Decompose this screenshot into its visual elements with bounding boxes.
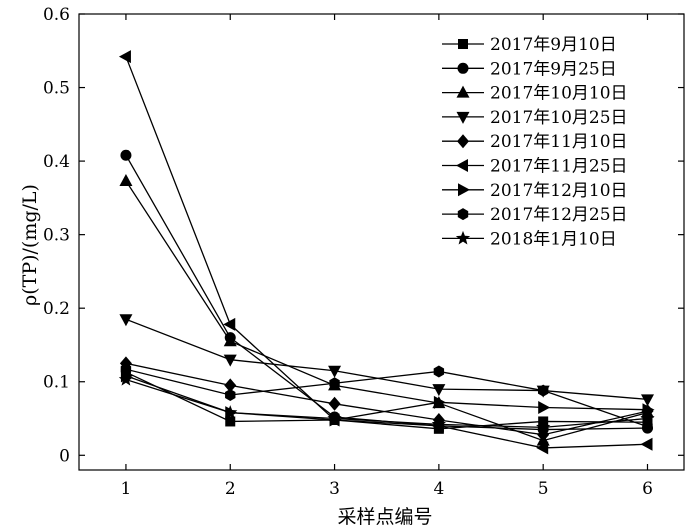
data-point bbox=[536, 419, 551, 434]
legend-marker bbox=[458, 183, 470, 197]
data-point bbox=[119, 173, 133, 186]
series-line bbox=[125, 371, 648, 430]
series-line bbox=[125, 318, 648, 401]
data-point bbox=[431, 416, 447, 431]
series-line bbox=[125, 375, 648, 421]
data-point bbox=[536, 441, 549, 455]
series-line bbox=[125, 56, 648, 449]
legend: 2017年9月10日 2017年9月25日 2017年10月10日 2017年10月2… bbox=[442, 35, 628, 249]
legend-entry: 2017年9月25日 bbox=[442, 59, 617, 79]
legend-entry: 2017年12月10日 bbox=[442, 181, 628, 201]
legend-entry: 2017年11月10日 bbox=[442, 132, 628, 152]
x-tick-label: 4 bbox=[433, 479, 444, 499]
legend-entry: 2017年10月25日 bbox=[442, 108, 628, 128]
data-point bbox=[118, 50, 131, 64]
legend-label: 2018年1月10日 bbox=[490, 229, 617, 249]
y-tick-label: 0 bbox=[59, 446, 70, 466]
series-group bbox=[118, 50, 655, 455]
data-point bbox=[118, 372, 134, 386]
series-line bbox=[125, 378, 648, 428]
data-point bbox=[640, 394, 654, 407]
data-point bbox=[223, 354, 237, 367]
legend-entry: 2017年12月25日 bbox=[442, 205, 628, 225]
series-line bbox=[125, 180, 648, 442]
legend-marker bbox=[457, 62, 469, 74]
y-axis-title: ρ(TP)/(mg/L) bbox=[19, 184, 41, 306]
x-tick-label: 3 bbox=[329, 479, 340, 499]
legend-label: 2017年12月10日 bbox=[490, 181, 628, 201]
legend-label: 2017年12月25日 bbox=[490, 205, 628, 225]
data-point bbox=[328, 396, 341, 411]
legend-label: 2017年10月10日 bbox=[490, 84, 628, 104]
x-tick-label: 2 bbox=[225, 479, 236, 499]
x-tick-label: 6 bbox=[642, 479, 653, 499]
legend-marker bbox=[455, 230, 471, 245]
data-point bbox=[642, 420, 653, 433]
data-point bbox=[224, 378, 237, 393]
y-tick-label: 0.6 bbox=[43, 5, 70, 25]
data-point bbox=[119, 314, 133, 327]
data-point bbox=[640, 411, 655, 425]
legend-label: 2017年11月10日 bbox=[490, 132, 628, 152]
legend-label: 2017年10月25日 bbox=[490, 108, 628, 128]
data-point bbox=[223, 334, 237, 347]
data-point bbox=[328, 365, 342, 378]
legend-label: 2017年9月10日 bbox=[490, 35, 617, 55]
data-point bbox=[642, 403, 655, 417]
data-point bbox=[433, 395, 446, 409]
x-axis-title: 采样点编号 bbox=[337, 506, 432, 528]
legend-label: 2017年11月25日 bbox=[490, 157, 628, 177]
data-point bbox=[120, 363, 132, 376]
y-tick-label: 0.5 bbox=[43, 79, 70, 99]
legend-marker bbox=[456, 85, 470, 98]
legend-label: 2017年9月25日 bbox=[490, 59, 617, 79]
y-tick-label: 0.4 bbox=[43, 152, 70, 172]
x-tick-label: 1 bbox=[121, 479, 132, 499]
axes: 1 2 3 4 5 6 0 0.1 0.2 0.3 0.4 0.5 0.6 bbox=[43, 5, 685, 499]
series-line bbox=[125, 368, 648, 428]
y-tick-label: 0.2 bbox=[43, 299, 70, 319]
legend-marker bbox=[457, 134, 469, 149]
plot-frame bbox=[78, 13, 685, 471]
legend-marker bbox=[456, 111, 470, 124]
legend-entry: 2017年11月25日 bbox=[442, 157, 628, 177]
y-tick-label: 0.1 bbox=[43, 373, 70, 393]
series-line bbox=[125, 362, 648, 436]
legend-entry: 2017年10月10日 bbox=[442, 84, 628, 104]
data-point bbox=[225, 416, 236, 427]
data-point bbox=[327, 411, 342, 425]
series-9 bbox=[118, 372, 655, 434]
series-7 bbox=[120, 369, 655, 427]
data-point bbox=[329, 377, 340, 390]
data-point bbox=[537, 384, 549, 397]
data-point bbox=[433, 365, 445, 378]
y-tick-label: 0.3 bbox=[43, 226, 70, 246]
series-4 bbox=[119, 314, 654, 407]
data-point bbox=[120, 149, 132, 161]
data-point bbox=[432, 384, 446, 397]
x-tick-label: 5 bbox=[538, 479, 549, 499]
data-point bbox=[640, 437, 653, 451]
legend-marker bbox=[456, 159, 468, 172]
legend-entry: 2018年1月10日 bbox=[442, 229, 617, 249]
data-point bbox=[223, 317, 236, 331]
legend-entry: 2017年9月10日 bbox=[442, 35, 617, 55]
data-point bbox=[223, 405, 238, 419]
legend-marker bbox=[457, 208, 469, 221]
series-8 bbox=[120, 363, 653, 433]
data-point bbox=[538, 400, 551, 414]
data-point bbox=[225, 388, 236, 401]
legend-marker bbox=[458, 39, 468, 49]
